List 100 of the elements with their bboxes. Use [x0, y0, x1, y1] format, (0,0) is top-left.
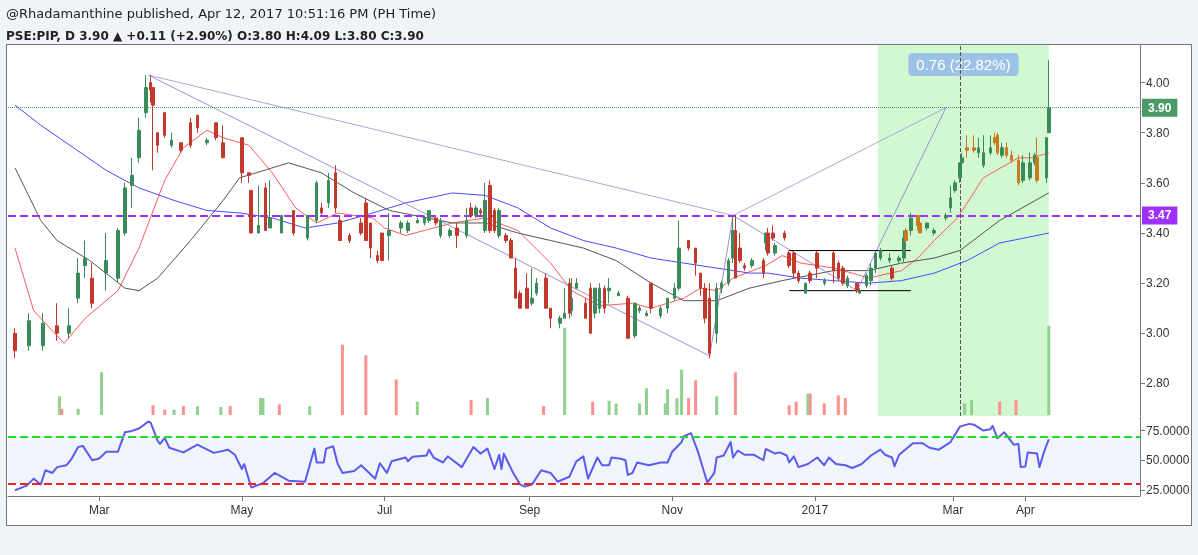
candlestick — [972, 134, 976, 154]
candlestick — [932, 227, 936, 237]
bar — [645, 388, 648, 415]
y-tick-label: 2.80 — [1146, 376, 1170, 391]
candlestick — [888, 252, 891, 264]
candlestick — [575, 277, 578, 289]
candlestick — [1005, 142, 1008, 159]
bar — [970, 399, 974, 415]
bar — [60, 408, 64, 415]
candlestick — [387, 212, 391, 262]
candlestick — [858, 287, 861, 294]
y-tick-label: 75.0000 — [1146, 423, 1190, 438]
candlestick — [144, 74, 148, 119]
bar — [675, 398, 679, 415]
candlestick — [989, 134, 992, 156]
bar — [195, 406, 199, 415]
x-tick-label: May — [230, 503, 254, 517]
candlestick — [645, 310, 648, 317]
candlestick — [338, 214, 342, 242]
y-tick-label: 3.00 — [1146, 326, 1170, 341]
candlestick — [649, 282, 653, 314]
candlestick — [584, 297, 587, 319]
candlestick — [944, 212, 948, 221]
candlestick — [214, 122, 218, 141]
candlestick — [334, 164, 337, 214]
bar — [694, 380, 698, 415]
bar — [733, 372, 737, 415]
x-tick-label: Mar — [88, 503, 110, 517]
candlestick — [909, 212, 913, 237]
candlestick — [76, 257, 80, 304]
bar — [469, 399, 473, 415]
candlestick — [264, 182, 267, 231]
candlestick — [996, 132, 999, 156]
ref-line-label: 3.90 — [1148, 100, 1172, 115]
bar — [228, 406, 232, 415]
bar — [100, 372, 104, 415]
x-tick-label: 2017 — [801, 503, 829, 517]
candlestick — [455, 222, 459, 249]
candlestick — [427, 209, 431, 224]
bar — [822, 403, 826, 415]
candlestick — [83, 240, 87, 279]
bar — [607, 400, 611, 415]
candlestick — [497, 207, 501, 239]
candlestick — [965, 134, 969, 159]
candlestick — [535, 277, 538, 297]
y-tick-label: 3.80 — [1146, 125, 1170, 140]
candlestick — [448, 227, 452, 239]
y-tick-label: 50.0000 — [1146, 453, 1190, 468]
band-label: 0.76 (22.82%) — [916, 56, 1011, 73]
y-tick-label: 25.0000 — [1146, 483, 1190, 498]
candlestick — [949, 184, 952, 214]
bar — [308, 406, 312, 415]
candlestick — [783, 230, 786, 242]
chart-subtitle: PSE:PIP, D 3.90 ▲ +0.11 (+2.90%) O:3.80 H:4.09 L:3.80 C:3.90 — [6, 29, 424, 43]
candlestick — [474, 204, 478, 219]
candlestick — [593, 287, 597, 319]
candlestick — [137, 117, 141, 164]
candlestick — [488, 179, 492, 234]
line-series — [14, 129, 1050, 344]
candlestick — [465, 207, 468, 239]
bar — [591, 401, 595, 415]
bar — [219, 406, 223, 415]
candlestick — [1047, 59, 1051, 134]
candlestick — [846, 275, 849, 289]
candlestick — [815, 250, 819, 279]
candlestick — [687, 240, 690, 252]
candlestick — [348, 232, 351, 244]
candlestick — [977, 137, 980, 159]
candlestick — [306, 214, 309, 242]
ref-line-label: 3.47 — [1148, 208, 1172, 223]
candlestick — [479, 207, 482, 216]
x-tick-label: Apr — [1016, 503, 1035, 517]
candlestick — [666, 297, 669, 314]
y-tick-label: 3.20 — [1146, 276, 1170, 291]
candlestick — [1017, 154, 1020, 186]
candlestick — [1028, 152, 1032, 181]
candlestick — [315, 179, 318, 224]
candlestick — [1021, 154, 1025, 184]
line-series — [14, 420, 1050, 492]
candlestick — [953, 179, 957, 194]
bar — [57, 396, 61, 415]
bar — [998, 401, 1002, 415]
candlestick — [434, 214, 438, 226]
candlestick — [617, 290, 620, 297]
candlestick — [268, 179, 272, 229]
candlestick — [925, 222, 929, 231]
candlestick — [170, 132, 173, 149]
candlestick — [727, 257, 730, 287]
bar — [614, 403, 618, 415]
bar — [715, 396, 719, 415]
candlestick — [240, 137, 244, 184]
candlestick — [416, 217, 419, 224]
bar — [963, 403, 967, 415]
candlestick — [123, 182, 127, 237]
candlestick — [406, 219, 410, 234]
candlestick — [179, 142, 183, 154]
candlestick — [439, 217, 442, 239]
candlestick — [130, 157, 134, 209]
candlestick — [530, 267, 534, 307]
bar — [163, 409, 167, 415]
